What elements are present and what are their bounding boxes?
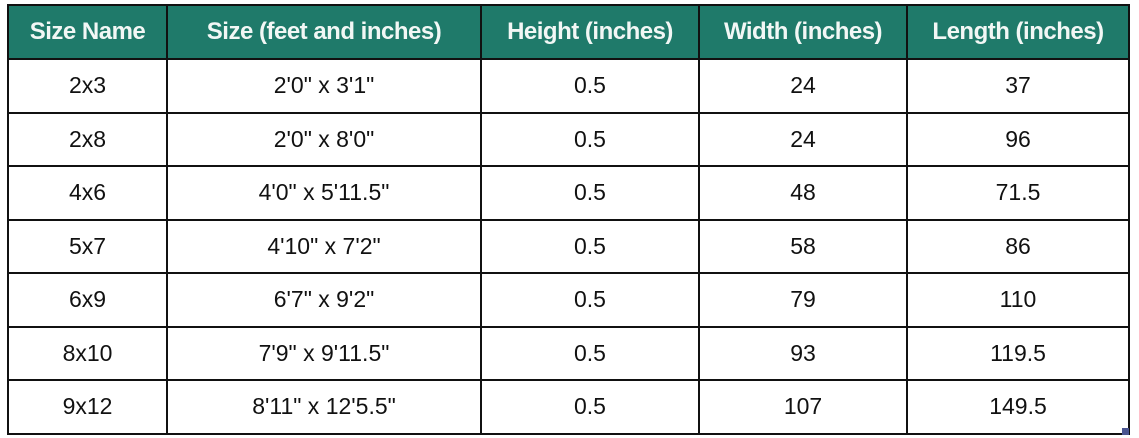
cell-height[interactable]: 0.5 bbox=[480, 325, 700, 381]
cell-width[interactable]: 58 bbox=[698, 218, 908, 274]
cell-height[interactable]: 0.5 bbox=[480, 165, 700, 221]
table-row: 6x9 6'7" x 9'2" 0.5 79 110 bbox=[7, 272, 1130, 328]
table-row: 8x10 7'9" x 9'11.5" 0.5 93 119.5 bbox=[7, 325, 1130, 381]
cell-length[interactable]: 37 bbox=[906, 58, 1130, 114]
cell-width[interactable]: 107 bbox=[698, 379, 908, 435]
cell-size-feet-inches[interactable]: 6'7" x 9'2" bbox=[166, 272, 482, 328]
cell-width[interactable]: 24 bbox=[698, 111, 908, 167]
cell-size-feet-inches[interactable]: 2'0" x 8'0" bbox=[166, 111, 482, 167]
header-length: Length (inches) bbox=[906, 4, 1130, 60]
cell-height[interactable]: 0.5 bbox=[480, 111, 700, 167]
header-size-feet-inches: Size (feet and inches) bbox=[166, 4, 482, 60]
cell-length[interactable]: 71.5 bbox=[906, 165, 1130, 221]
cell-width[interactable]: 24 bbox=[698, 58, 908, 114]
cell-size-feet-inches[interactable]: 7'9" x 9'11.5" bbox=[166, 325, 482, 381]
cell-width[interactable]: 48 bbox=[698, 165, 908, 221]
cell-size-feet-inches[interactable]: 4'10" x 7'2" bbox=[166, 218, 482, 274]
cell-height[interactable]: 0.5 bbox=[480, 379, 700, 435]
cell-width[interactable]: 79 bbox=[698, 272, 908, 328]
cell-length[interactable]: 149.5 bbox=[906, 379, 1130, 435]
cell-size-name[interactable]: 9x12 bbox=[7, 379, 168, 435]
table-row: 2x3 2'0" x 3'1" 0.5 24 37 bbox=[7, 58, 1130, 114]
cell-length[interactable]: 119.5 bbox=[906, 325, 1130, 381]
cell-size-name[interactable]: 2x3 bbox=[7, 58, 168, 114]
cell-size-name[interactable]: 6x9 bbox=[7, 272, 168, 328]
cell-height[interactable]: 0.5 bbox=[480, 58, 700, 114]
header-size-name: Size Name bbox=[7, 4, 168, 60]
cell-width[interactable]: 93 bbox=[698, 325, 908, 381]
cell-size-name[interactable]: 2x8 bbox=[7, 111, 168, 167]
table-row: 4x6 4'0" x 5'11.5" 0.5 48 71.5 bbox=[7, 165, 1130, 221]
table-row: 9x12 8'11" x 12'5.5" 0.5 107 149.5 bbox=[7, 379, 1130, 435]
cell-length[interactable]: 96 bbox=[906, 111, 1130, 167]
cell-length[interactable]: 86 bbox=[906, 218, 1130, 274]
header-width: Width (inches) bbox=[698, 4, 908, 60]
cell-size-feet-inches[interactable]: 2'0" x 3'1" bbox=[166, 58, 482, 114]
cell-size-name[interactable]: 5x7 bbox=[7, 218, 168, 274]
cell-size-feet-inches[interactable]: 4'0" x 5'11.5" bbox=[166, 165, 482, 221]
fill-handle[interactable] bbox=[1122, 428, 1129, 435]
header-row: Size Name Size (feet and inches) Height … bbox=[7, 4, 1130, 60]
cell-size-name[interactable]: 8x10 bbox=[7, 325, 168, 381]
cell-size-feet-inches[interactable]: 8'11" x 12'5.5" bbox=[166, 379, 482, 435]
cell-height[interactable]: 0.5 bbox=[480, 218, 700, 274]
table-row: 2x8 2'0" x 8'0" 0.5 24 96 bbox=[7, 111, 1130, 167]
header-height: Height (inches) bbox=[480, 4, 700, 60]
cell-length[interactable]: 110 bbox=[906, 272, 1130, 328]
cell-height[interactable]: 0.5 bbox=[480, 272, 700, 328]
cell-size-name[interactable]: 4x6 bbox=[7, 165, 168, 221]
table-row: 5x7 4'10" x 7'2" 0.5 58 86 bbox=[7, 218, 1130, 274]
rug-size-table: Size Name Size (feet and inches) Height … bbox=[7, 4, 1130, 435]
